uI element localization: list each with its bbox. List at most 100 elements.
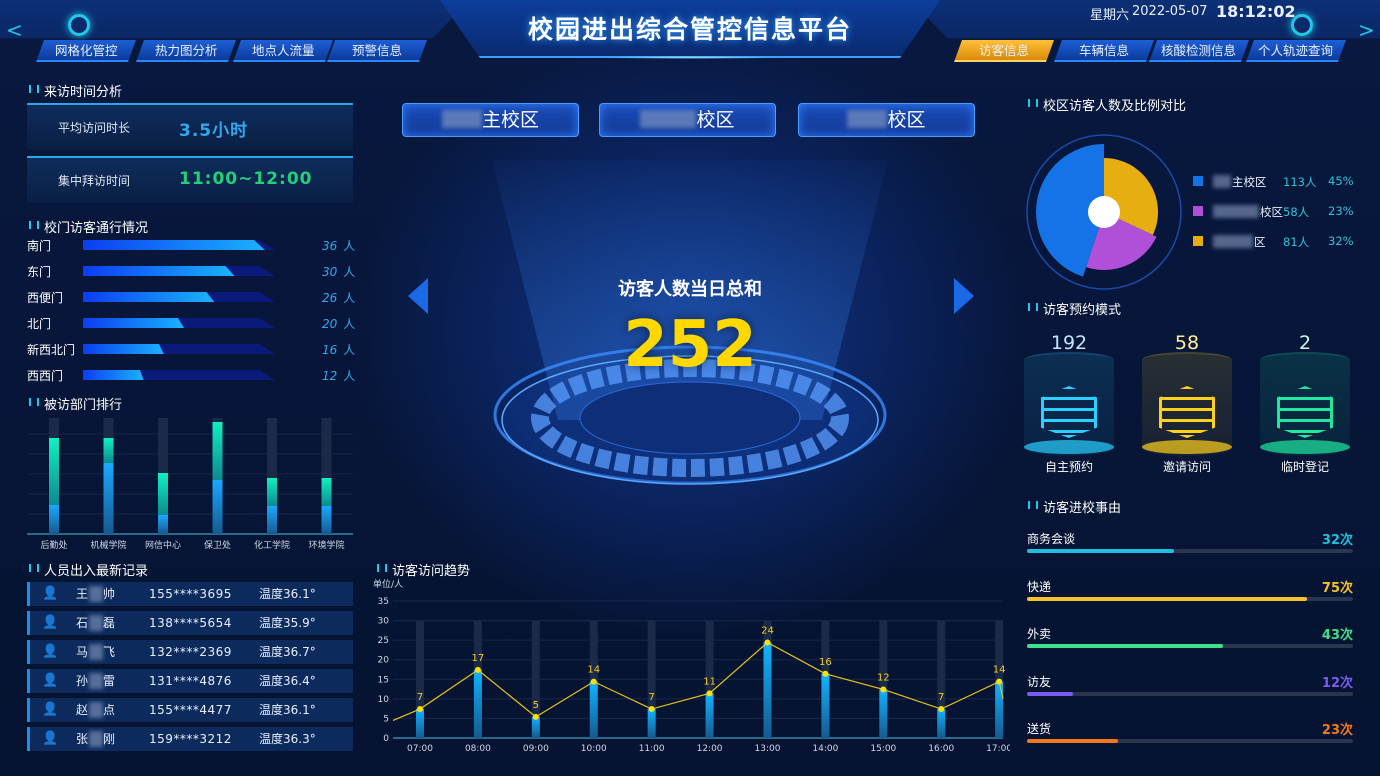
unit-label: 单位/人 [373,578,403,590]
next-arrow-icon[interactable] [954,278,974,314]
trend-point [706,690,713,697]
legend-count: 81人 [1283,235,1310,249]
pie-outer-ring [1026,134,1182,290]
gate-name: 新西北门 [27,343,76,357]
record-row[interactable]: 👤 赵点 155****4477 温度36.1° [27,698,353,722]
nav-warning[interactable]: 预警信息 [326,40,428,62]
nav-heatmap[interactable]: 热力图分析 [135,40,237,62]
gate-value: 16 人 [322,341,355,358]
record-row[interactable]: 👤 马飞 132****2369 温度36.7° [27,640,353,664]
x-tick-label: 09:00 [523,744,549,754]
nav-grid-control[interactable]: 网格化管控 [35,40,137,62]
name-last: 刚 [103,732,116,746]
gate-bar-track [83,266,275,276]
server-icon [1159,386,1215,438]
gate-row: 西便门 26 人 [27,290,357,305]
percent-value: 32 [1328,234,1343,248]
x-tick-label: 后勤处 [40,539,67,551]
server-icon [1277,386,1333,438]
weekday: 星期六 [1090,8,1130,23]
gate-row: 新西北门 16 人 [27,341,357,358]
percent-value: 23 [1328,204,1343,218]
share-icon: > [1358,18,1375,42]
legend-label: 主校区 [1232,175,1267,189]
reason-bar-fill [1027,596,1308,601]
x-tick-label: 07:00 [407,744,433,754]
data-label: 11 [703,676,716,687]
name-last: 点 [103,703,116,717]
nav-trajectory[interactable]: 个人轨迹查询 [1245,40,1347,62]
legend-percent: 45% [1328,174,1354,188]
gate-bar-track [83,344,275,354]
share-icon: < [6,18,23,42]
campus-button-main[interactable]: 主校区 [402,103,579,137]
nav-visitor-info[interactable]: 访客信息 [953,40,1055,62]
total-value: 252 [623,308,757,382]
reason-bar-track [1027,644,1353,648]
section-title: 校门访客通行情况 [28,217,148,236]
reason-row: 快递 75次 [1027,578,1353,608]
x-tick-label: 15:00 [870,744,896,754]
redacted-text [89,702,103,718]
data-label: 16 [819,657,832,668]
gate-value: 20 人 [322,315,355,332]
record-row[interactable]: 👤 张刚 159****3212 温度36.3° [27,727,353,751]
gate-bar-fill [83,292,215,302]
trend-point [648,706,655,713]
phone: 159****3212 [149,732,232,746]
bar-segment-upper [103,438,114,463]
prev-arrow-icon[interactable] [408,278,428,314]
trend-bar [879,689,888,738]
trend-point [590,678,597,685]
gate-name: 东门 [27,265,52,279]
header-ring-icon [1291,14,1313,36]
reason-row: 外卖 43次 [1027,625,1353,655]
gate-value: 30 人 [322,263,355,280]
bar-segment-lower [267,506,277,534]
gate-row: 东门 30 人 [27,263,357,280]
page-title: 校园进出综合管控信息平台 [527,15,852,44]
nav-nucleic-test[interactable]: 核酸检测信息 [1148,40,1250,62]
trend-bar [473,669,482,738]
reason-count: 32次 [1321,533,1353,548]
y-tick-label: 10 [378,695,390,705]
x-tick-label: 14:00 [812,744,838,754]
redacted-text [1213,235,1253,248]
record-row[interactable]: 👤 王帅 155****3695 温度36.1° [27,582,353,606]
trend-bar [705,693,714,738]
phone: 155****3695 [149,587,232,601]
cylinder-base [1142,440,1232,454]
user-icon: 👤 [42,673,59,688]
campus-button-2[interactable]: 校区 [599,103,776,137]
reason-name: 商务会谈 [1027,532,1076,546]
reason-row: 商务会谈 32次 [1027,530,1353,560]
reason-count: 75次 [1321,580,1353,596]
nav-location-flow[interactable]: 地点人流量 [232,40,334,62]
nav-vehicle-info[interactable]: 车辆信息 [1053,40,1155,62]
campus-button-3[interactable]: 校区 [798,103,975,137]
booking-label: 临时登记 [1280,460,1329,474]
trend-chart: 单位/人 0 5 10 15 20 25 30 35 7 07:00 17 08:00 5 09:00 14 1… [373,578,1010,754]
gate-unit: 人 [343,291,356,305]
booking-count: 2 [1298,332,1312,354]
gate-unit: 人 [343,369,356,383]
trend-point [417,706,423,713]
gate-bar-fill [83,318,185,328]
record-row[interactable]: 👤 孙雷 131****4876 温度36.4° [27,669,353,693]
redacted-text [441,110,482,128]
legend-item: 主校区 113人 45% [1193,174,1363,189]
bar-background [321,418,332,534]
record-row[interactable]: 👤 石磊 138****5654 温度35.9° [27,611,353,635]
gate-name: 西西门 [27,369,64,383]
x-tick-label: 保卫处 [204,539,231,551]
name-first: 孙 [76,674,89,688]
redacted-text [89,615,103,631]
bar-segment-lower [158,515,168,534]
trend-bar [647,709,656,738]
reason-bar-track [1027,596,1353,601]
phone: 138****5654 [149,616,232,630]
legend-item: 校区 58人 23% [1193,204,1363,219]
reason-bar-track [1027,549,1353,553]
campus-label: 校区 [696,109,735,131]
data-label: 14 [587,665,600,676]
